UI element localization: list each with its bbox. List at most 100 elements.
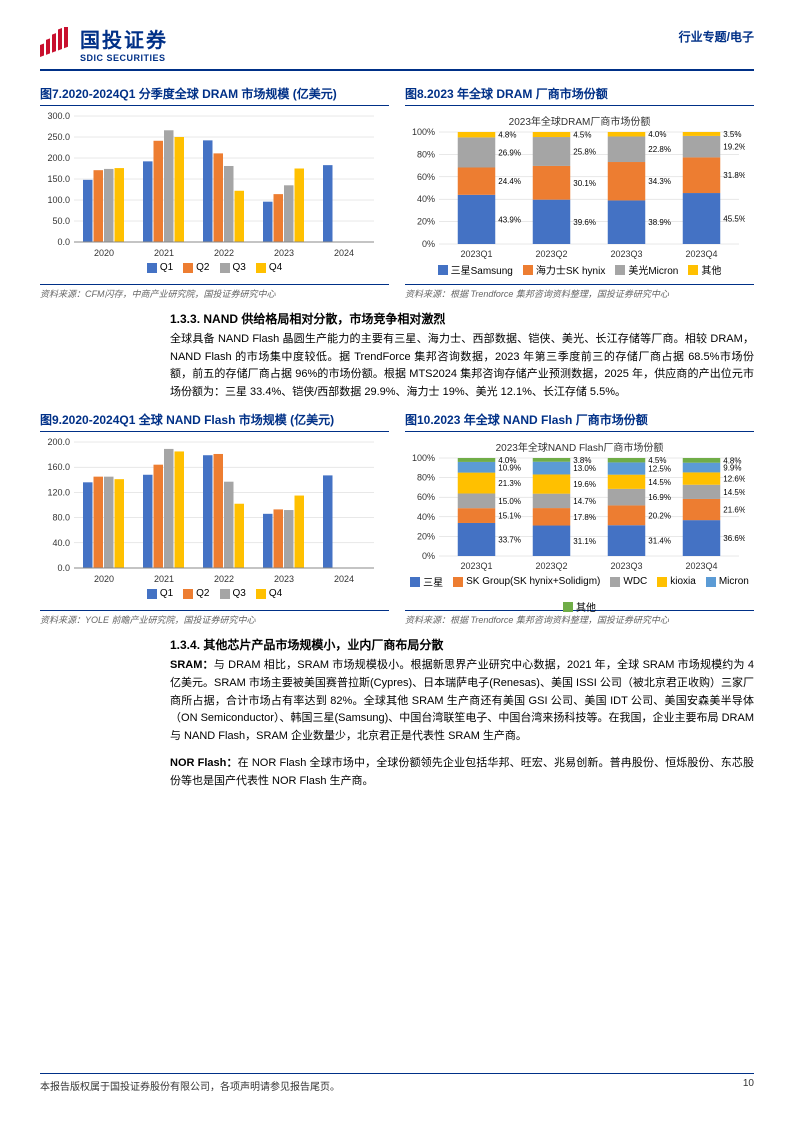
svg-text:2024: 2024 bbox=[334, 574, 354, 584]
legend-item: SK Group(SK hynix+Solidigm) bbox=[453, 574, 600, 589]
section-133-heading: 1.3.3. NAND 供给格局相对分散，市场竞争相对激烈 bbox=[170, 310, 754, 327]
svg-text:19.6%: 19.6% bbox=[573, 480, 596, 489]
svg-text:40.0: 40.0 bbox=[52, 538, 70, 548]
svg-text:40%: 40% bbox=[417, 194, 435, 204]
svg-text:2020: 2020 bbox=[94, 248, 114, 258]
svg-text:45.5%: 45.5% bbox=[723, 215, 745, 224]
chart10-box: 图10.2023 年全球 NAND Flash 厂商市场份额 2023年全球NA… bbox=[405, 411, 754, 626]
legend-item: kioxia bbox=[657, 574, 696, 589]
svg-text:150.0: 150.0 bbox=[47, 174, 70, 184]
chart8-title: 图8.2023 年全球 DRAM 厂商市场份额 bbox=[405, 85, 754, 106]
svg-text:20%: 20% bbox=[417, 532, 435, 542]
svg-text:2024: 2024 bbox=[334, 248, 354, 258]
svg-text:0.0: 0.0 bbox=[57, 563, 70, 573]
svg-text:250.0: 250.0 bbox=[47, 132, 70, 142]
svg-text:40%: 40% bbox=[417, 512, 435, 522]
legend-item: 三星Samsung bbox=[438, 262, 513, 277]
legend-item: 三星 bbox=[410, 574, 443, 589]
svg-text:2022: 2022 bbox=[214, 574, 234, 584]
svg-text:4.0%: 4.0% bbox=[648, 130, 666, 139]
svg-text:20.2%: 20.2% bbox=[648, 512, 671, 521]
footer-page: 10 bbox=[743, 1078, 754, 1093]
svg-text:39.6%: 39.6% bbox=[573, 218, 596, 227]
header-category: 行业专题/电子 bbox=[679, 28, 754, 45]
svg-text:19.2%: 19.2% bbox=[723, 143, 745, 152]
svg-text:2020: 2020 bbox=[94, 574, 114, 584]
legend-item: WDC bbox=[610, 574, 647, 589]
chart9-legend: Q1 Q2 Q3 Q4 bbox=[40, 588, 389, 599]
svg-text:15.0%: 15.0% bbox=[498, 497, 521, 506]
svg-text:16.9%: 16.9% bbox=[648, 494, 671, 503]
svg-text:15.1%: 15.1% bbox=[498, 512, 521, 521]
chart7-source: 资料来源：CFM闪存，中商产业研究院，国投证券研究中心 bbox=[40, 284, 389, 300]
svg-text:80.0: 80.0 bbox=[52, 513, 70, 523]
legend-item: Q3 bbox=[220, 262, 246, 273]
chart10-title: 图10.2023 年全球 NAND Flash 厂商市场份额 bbox=[405, 411, 754, 432]
page-footer: 本报告版权属于国投证券股份有限公司，各项声明请参见报告尾页。 10 bbox=[40, 1073, 754, 1093]
svg-text:3.5%: 3.5% bbox=[723, 130, 741, 139]
svg-text:2023Q2: 2023Q2 bbox=[535, 249, 567, 259]
svg-text:60%: 60% bbox=[417, 493, 435, 503]
nor-label: NOR Flash： bbox=[170, 757, 238, 769]
svg-text:2023Q3: 2023Q3 bbox=[610, 561, 642, 571]
chart8-source: 资料来源：根据 Trendforce 集邦咨询资料整理，国投证券研究中心 bbox=[405, 284, 754, 300]
chart10-svg: 0%20%40%60%80%100%33.7%15.1%15.0%21.3%10… bbox=[405, 454, 745, 572]
svg-text:100%: 100% bbox=[412, 128, 435, 137]
section-133-body: 全球具备 NAND Flash 晶圆生产能力的主要有三星、海力士、西部数据、铠侠… bbox=[170, 331, 754, 401]
svg-text:100.0: 100.0 bbox=[47, 195, 70, 205]
svg-text:4.8%: 4.8% bbox=[723, 457, 741, 466]
chart8-svg: 0%20%40%60%80%100%43.9%24.4%26.9%4.8%202… bbox=[405, 128, 745, 260]
svg-text:2023Q2: 2023Q2 bbox=[535, 561, 567, 571]
legend-item: 海力士SK hynix bbox=[523, 262, 605, 277]
legend-item: 其他 bbox=[563, 599, 596, 614]
chart10-inner-title: 2023年全球NAND Flash厂商市场份额 bbox=[405, 436, 754, 454]
chart8-inner-title: 2023年全球DRAM厂商市场份额 bbox=[405, 110, 754, 128]
svg-text:2023: 2023 bbox=[274, 248, 294, 258]
svg-text:120.0: 120.0 bbox=[47, 488, 70, 498]
chart9-box: 图9.2020-2024Q1 全球 NAND Flash 市场规模 (亿美元) … bbox=[40, 411, 389, 626]
svg-text:2023Q1: 2023Q1 bbox=[460, 561, 492, 571]
svg-text:36.6%: 36.6% bbox=[723, 534, 745, 543]
svg-text:200.0: 200.0 bbox=[47, 153, 70, 163]
svg-text:0.0: 0.0 bbox=[57, 237, 70, 247]
svg-text:2022: 2022 bbox=[214, 248, 234, 258]
page-header: 国投证券 SDIC SECURITIES 行业专题/电子 bbox=[40, 24, 754, 71]
svg-text:21.6%: 21.6% bbox=[723, 506, 745, 515]
svg-text:33.7%: 33.7% bbox=[498, 536, 521, 545]
legend-item: Q3 bbox=[220, 588, 246, 599]
svg-text:43.9%: 43.9% bbox=[498, 215, 521, 224]
sram-label: SRAM： bbox=[170, 659, 214, 671]
svg-text:25.8%: 25.8% bbox=[573, 147, 596, 156]
logo-cn: 国投证券 bbox=[80, 24, 168, 53]
logo-en: SDIC SECURITIES bbox=[80, 53, 168, 63]
svg-text:31.1%: 31.1% bbox=[573, 537, 596, 546]
chart7-svg: 0.050.0100.0150.0200.0250.0300.020202021… bbox=[40, 110, 380, 260]
svg-text:2023Q1: 2023Q1 bbox=[460, 249, 492, 259]
svg-text:300.0: 300.0 bbox=[47, 111, 70, 121]
logo-icon bbox=[40, 27, 74, 60]
legend-item: 其他 bbox=[688, 262, 721, 277]
legend-item: Q1 bbox=[147, 588, 173, 599]
svg-text:2023Q4: 2023Q4 bbox=[685, 249, 717, 259]
svg-text:80%: 80% bbox=[417, 473, 435, 483]
svg-text:38.9%: 38.9% bbox=[648, 218, 671, 227]
svg-text:12.6%: 12.6% bbox=[723, 475, 745, 484]
svg-text:0%: 0% bbox=[422, 239, 435, 249]
sram-text: 与 DRAM 相比，SRAM 市场规模极小。根据新思界产业研究中心数据，2021… bbox=[170, 659, 754, 741]
svg-text:2023: 2023 bbox=[274, 574, 294, 584]
legend-item: Q4 bbox=[256, 588, 282, 599]
svg-text:31.4%: 31.4% bbox=[648, 537, 671, 546]
svg-text:0%: 0% bbox=[422, 551, 435, 561]
svg-text:4.5%: 4.5% bbox=[573, 131, 591, 140]
svg-text:30.1%: 30.1% bbox=[573, 179, 596, 188]
svg-text:2021: 2021 bbox=[154, 574, 174, 584]
legend-item: Q4 bbox=[256, 262, 282, 273]
legend-item: Q2 bbox=[183, 262, 209, 273]
svg-text:200.0: 200.0 bbox=[47, 437, 70, 447]
chart7-title: 图7.2020-2024Q1 分季度全球 DRAM 市场规模 (亿美元) bbox=[40, 85, 389, 106]
chart8-legend: 三星Samsung海力士SK hynix美光Micron其他 bbox=[405, 262, 754, 277]
svg-text:13.0%: 13.0% bbox=[573, 464, 596, 473]
legend-item: Q2 bbox=[183, 588, 209, 599]
svg-text:4.8%: 4.8% bbox=[498, 131, 516, 140]
chart9-title: 图9.2020-2024Q1 全球 NAND Flash 市场规模 (亿美元) bbox=[40, 411, 389, 432]
